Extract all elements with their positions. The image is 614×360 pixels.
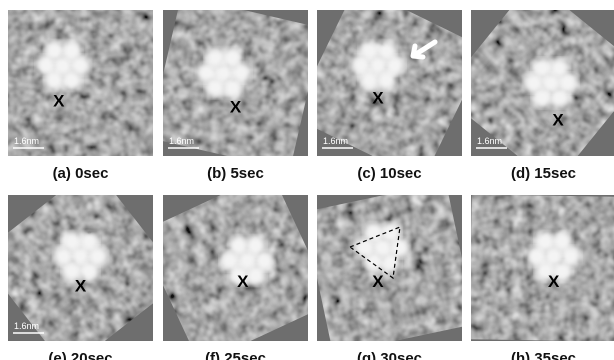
atom-blob bbox=[222, 48, 242, 68]
atom-blob bbox=[552, 232, 572, 252]
site-marker: X bbox=[548, 272, 560, 291]
stm-panel: X 1.6nm (e) 20sec bbox=[0, 166, 183, 360]
stm-image bbox=[292, 0, 486, 180]
site-marker: X bbox=[372, 89, 384, 108]
atom-blob bbox=[376, 41, 396, 61]
site-marker: X bbox=[75, 276, 87, 295]
stm-image bbox=[303, 182, 476, 354]
scale-label: 1.6nm bbox=[14, 321, 39, 331]
atom-blob bbox=[376, 70, 396, 90]
stm-panel: X (f) 25sec bbox=[139, 171, 333, 360]
site-marker: X bbox=[53, 91, 65, 110]
atom-blob bbox=[246, 265, 266, 285]
panel-caption: (f) 25sec bbox=[205, 350, 266, 360]
site-marker: X bbox=[372, 272, 384, 291]
panel-caption: (e) 20sec bbox=[48, 350, 112, 360]
stm-image bbox=[139, 171, 333, 360]
site-marker: X bbox=[552, 110, 564, 129]
atom-blob bbox=[222, 78, 242, 98]
atom-blob bbox=[79, 232, 99, 252]
scale-label: 1.6nm bbox=[14, 136, 39, 146]
panel-caption: (g) 30sec bbox=[357, 350, 422, 360]
site-marker: X bbox=[237, 272, 249, 291]
panel-caption: (b) 5sec bbox=[207, 165, 264, 182]
panel-caption: (d) 15sec bbox=[511, 165, 576, 182]
atom-blob bbox=[62, 70, 82, 90]
atom-blob bbox=[549, 88, 569, 108]
stm-panel: X 1.6nm (d) 15sec bbox=[441, 0, 614, 185]
stm-panel: X 1.6nm (c) 10sec bbox=[292, 0, 486, 182]
atom-blob bbox=[62, 41, 82, 61]
panel-caption: (c) 10sec bbox=[357, 165, 421, 182]
stm-panel: X (h) 35sec bbox=[469, 194, 614, 360]
stm-panel: X (g) 30sec bbox=[303, 182, 476, 360]
site-marker: X bbox=[230, 97, 242, 116]
panel-caption: (a) 0sec bbox=[53, 165, 109, 182]
stm-image bbox=[441, 0, 614, 185]
panel-caption: (h) 35sec bbox=[511, 350, 576, 360]
stm-panel: X 1.6nm (b) 5sec bbox=[148, 0, 322, 182]
image-noise bbox=[441, 0, 614, 185]
scale-label: 1.6nm bbox=[477, 136, 502, 146]
stm-panel: X 1.6nm (a) 0sec bbox=[8, 10, 153, 182]
atom-blob bbox=[246, 236, 266, 256]
scale-label: 1.6nm bbox=[169, 136, 194, 146]
stm-image bbox=[469, 194, 614, 342]
stm-image bbox=[8, 10, 153, 156]
scale-label: 1.6nm bbox=[323, 136, 348, 146]
atom-blob bbox=[381, 252, 401, 272]
atom-blob bbox=[549, 58, 569, 78]
figure: X 1.6nm (a) 0sec X 1.6nm (b) 5sec X 1.6nm (c) 10… bbox=[0, 0, 614, 360]
